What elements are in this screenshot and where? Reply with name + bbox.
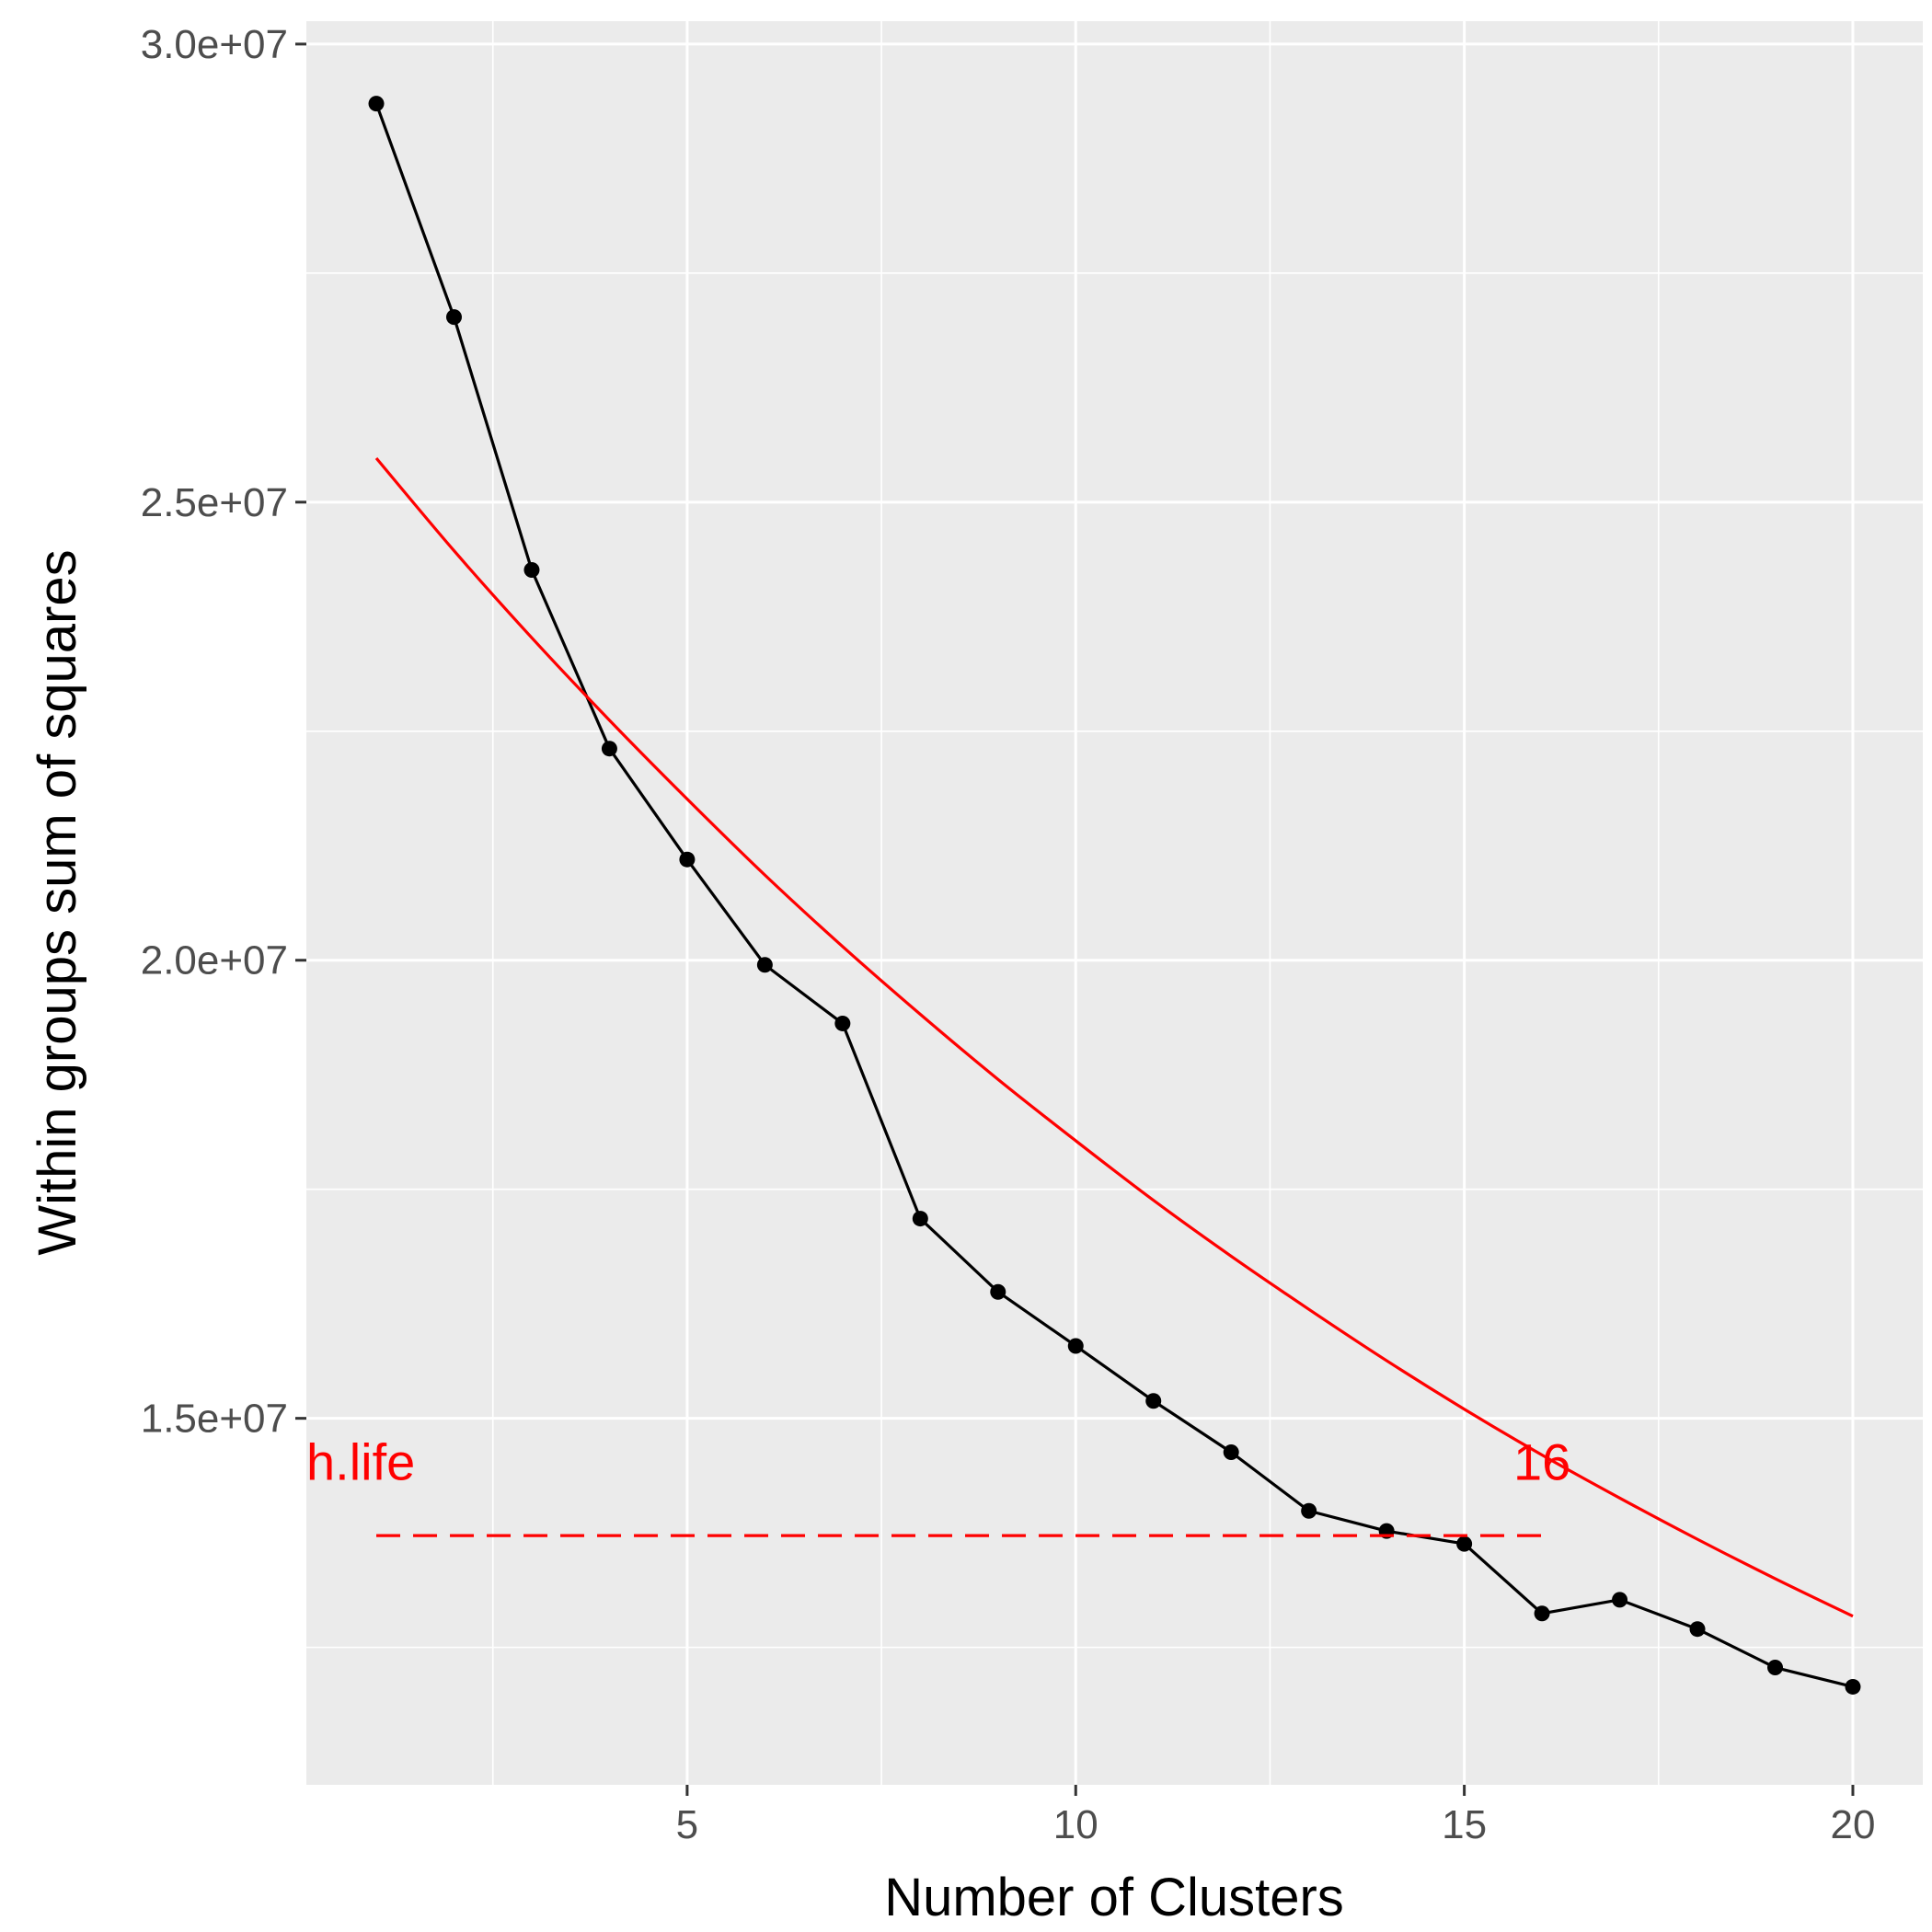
major-gridlines xyxy=(306,21,1923,1785)
data-point xyxy=(1534,1605,1550,1622)
x-tick-label: 5 xyxy=(676,1802,698,1847)
data-point xyxy=(834,1015,851,1031)
data-point xyxy=(1689,1621,1706,1638)
data-point xyxy=(1223,1444,1239,1461)
x-tick-label: 10 xyxy=(1053,1802,1098,1847)
y-axis-title: Within groups sum of squares xyxy=(28,549,87,1255)
data-point xyxy=(679,851,696,868)
plot-panel xyxy=(306,21,1923,1785)
wss-line xyxy=(374,103,1854,1688)
y-tick-label: 3.0e+07 xyxy=(141,22,288,67)
data-point xyxy=(445,309,462,326)
data-point xyxy=(1845,1678,1861,1695)
y-tick-label: 1.5e+07 xyxy=(141,1397,288,1442)
data-point xyxy=(523,562,540,579)
data-point xyxy=(1612,1592,1628,1608)
data-point xyxy=(1067,1338,1084,1354)
data-point xyxy=(912,1211,928,1227)
data-point xyxy=(1767,1660,1784,1676)
data-point xyxy=(1145,1393,1162,1409)
data-point xyxy=(1456,1535,1473,1552)
y-tick-label: 2.5e+07 xyxy=(141,480,288,525)
data-point xyxy=(1301,1502,1317,1519)
annotation-label: h.life xyxy=(306,1432,415,1490)
data-point xyxy=(601,741,617,757)
x-tick-label: 20 xyxy=(1830,1802,1875,1847)
x-axis-title: Number of Clusters xyxy=(884,1868,1344,1927)
annotation-value: 16 xyxy=(1513,1432,1570,1490)
series-layer xyxy=(368,96,1861,1695)
minor-gridlines xyxy=(306,21,1923,1785)
data-point xyxy=(756,957,773,973)
annotation-layer: h.life 16 xyxy=(306,1432,1570,1490)
data-point xyxy=(368,96,385,112)
axes: 5 10 15 20 1.5e+07 2.0e+07 2.5e+07 3.0e+07 xyxy=(141,22,1876,1847)
y-tick-label: 2.0e+07 xyxy=(141,938,288,983)
fitted-curve xyxy=(374,456,1854,1618)
x-tick-label: 15 xyxy=(1442,1802,1487,1847)
data-point xyxy=(990,1283,1006,1300)
